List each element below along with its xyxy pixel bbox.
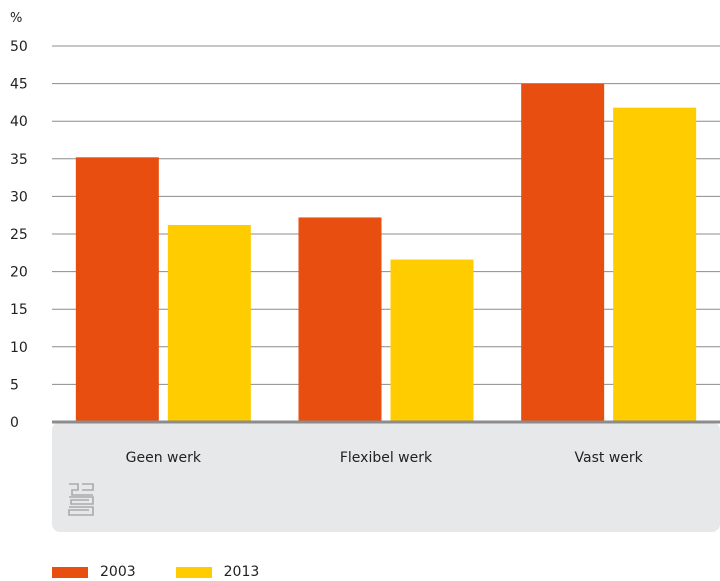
bar-2013 <box>167 224 251 422</box>
x-tick-label: Geen werk <box>126 450 202 466</box>
bar-2013 <box>613 107 697 422</box>
bar-2003 <box>298 217 382 422</box>
y-tick-label: 40 <box>10 114 28 130</box>
y-axis-label: % <box>10 11 22 26</box>
y-tick-label: 5 <box>10 377 19 393</box>
y-tick-label: 35 <box>10 152 28 168</box>
x-tick-label: Flexibel werk <box>340 450 433 466</box>
y-tick-label: 15 <box>10 302 28 318</box>
cbs-logo-icon <box>68 483 94 516</box>
x-axis-labels: Geen werk Flexibel werk Vast werk <box>126 450 644 466</box>
legend-label-2003: 2003 <box>100 564 136 580</box>
legend-item-2013: 2013 <box>175 564 260 580</box>
y-tick-label: 50 <box>10 39 28 55</box>
bar-2003 <box>75 157 159 422</box>
bar-2003 <box>521 83 605 422</box>
bar-2013 <box>390 259 474 422</box>
y-tick-label: 10 <box>10 340 28 356</box>
legend-swatch-2013 <box>175 566 212 578</box>
legend-label-2013: 2013 <box>223 564 260 580</box>
y-tick-label: 30 <box>10 189 28 205</box>
y-tick-label: 45 <box>10 77 28 93</box>
y-axis-ticks: 0 5 10 15 20 25 30 35 40 45 50 <box>10 39 28 431</box>
y-tick-label: 20 <box>10 265 28 281</box>
category-panel <box>52 422 720 532</box>
y-tick-label: 25 <box>10 227 28 243</box>
legend: 2003 2013 <box>52 564 299 580</box>
legend-swatch-2003 <box>52 566 88 578</box>
bars <box>75 83 697 422</box>
legend-item-2003: 2003 <box>52 564 136 580</box>
x-tick-label: Vast werk <box>575 450 644 466</box>
gridlines <box>52 45 720 385</box>
y-tick-label: 0 <box>10 415 19 431</box>
